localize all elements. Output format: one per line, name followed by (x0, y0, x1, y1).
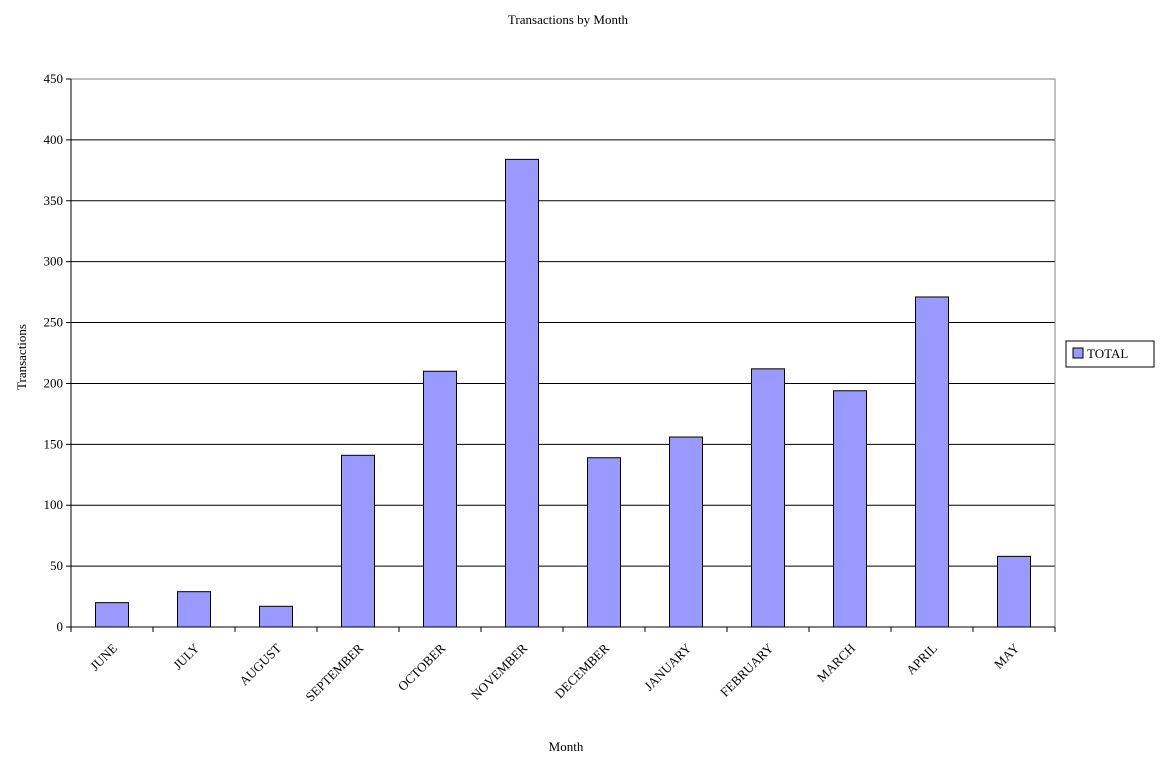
x-tick-label-september: SEPTEMBER (302, 640, 366, 704)
bar-august (259, 605, 293, 628)
x-tick-label-november: NOVEMBER (468, 640, 530, 702)
bar-june (95, 602, 129, 628)
bar-october (423, 370, 457, 628)
x-tick-label-march: MARCH (814, 641, 858, 685)
axes (66, 78, 1056, 632)
x-tick-label-december: DECEMBER (551, 640, 612, 701)
x-tick-label-april: APRIL (903, 640, 940, 677)
y-tick-label: 400 (44, 132, 64, 147)
x-tick-label-july: JULY (170, 640, 203, 673)
y-tick-label: 350 (44, 193, 64, 208)
y-tick-labels: 0 50 100 150 200 250 300 350 400 450 (44, 71, 64, 634)
bar-january (669, 436, 703, 628)
y-tick-label: 200 (44, 375, 64, 390)
x-tick-labels: JUNE JULY AUGUST SEPTEMBER OCTOBER NOVEMBER DE… (87, 640, 1023, 704)
legend-label-total: TOTAL (1087, 346, 1128, 361)
x-tick-label-january: JANUARY (641, 640, 694, 693)
bar-december (587, 457, 621, 628)
x-tick-label-october: OCTOBER (395, 640, 449, 694)
plot-area (70, 78, 1056, 628)
bar-may (997, 555, 1031, 628)
y-tick-label: 150 (44, 436, 64, 451)
bars (95, 158, 1031, 628)
y-tick-label: 50 (50, 558, 63, 573)
legend-swatch (1072, 347, 1084, 359)
y-tick-label: 250 (44, 315, 64, 330)
y-tick-label: 0 (57, 619, 64, 634)
x-tick-label-february: FEBRUARY (717, 640, 777, 700)
bar-february (751, 368, 785, 628)
bar-november (505, 158, 539, 628)
bar-april (915, 296, 949, 628)
legend: TOTAL (1065, 340, 1155, 368)
x-axis-label: Month (549, 739, 584, 754)
bar-july (177, 591, 211, 628)
y-tick-label: 450 (44, 71, 64, 86)
y-tick-label: 100 (44, 497, 64, 512)
bar-march (833, 390, 867, 628)
x-tick-label-august: AUGUST (236, 640, 284, 688)
x-tick-label-may: MAY (991, 640, 1023, 672)
x-tick-label-june: JUNE (87, 640, 120, 673)
y-axis-label: Transactions (14, 324, 29, 390)
bar-september (341, 454, 375, 628)
y-tick-label: 300 (44, 254, 64, 269)
gridlines (71, 78, 1055, 567)
chart-title: Transactions by Month (508, 12, 629, 27)
